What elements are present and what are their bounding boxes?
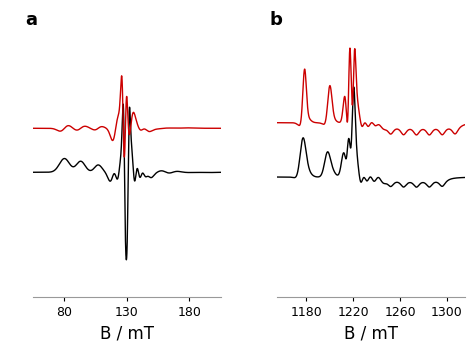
Text: b: b — [270, 11, 283, 29]
X-axis label: B / mT: B / mT — [344, 325, 398, 343]
Text: a: a — [26, 11, 37, 29]
X-axis label: B / mT: B / mT — [100, 325, 154, 343]
